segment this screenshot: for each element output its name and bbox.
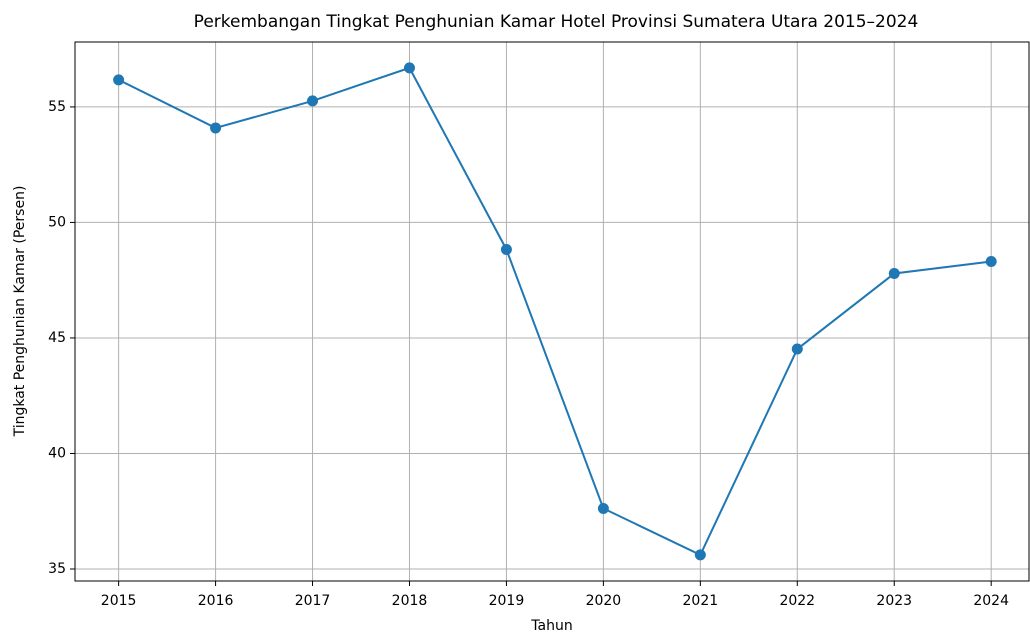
- x-tick-label: 2016: [198, 593, 234, 609]
- x-tick-label: 2017: [295, 593, 331, 609]
- point: [500, 243, 512, 255]
- chart-title: Perkembangan Tingkat Penghunian Kamar Ho…: [194, 12, 919, 32]
- x-tick-label: 2020: [586, 593, 622, 609]
- point: [791, 343, 803, 355]
- line: [118, 66, 992, 557]
- point: [113, 74, 125, 86]
- x-tick-label: 2022: [779, 593, 815, 609]
- point: [694, 549, 706, 561]
- y-tick-label: 50: [48, 214, 66, 230]
- point: [307, 95, 319, 107]
- plot-frame: [74, 41, 1030, 582]
- x-tick-label: 2015: [101, 593, 137, 609]
- point: [888, 267, 900, 279]
- y-tick-label: 45: [48, 330, 66, 346]
- x-tick-label: 2024: [973, 593, 1009, 609]
- x-tick-label: 2023: [876, 593, 912, 609]
- point: [403, 62, 415, 74]
- y-tick-label: 55: [48, 99, 66, 115]
- y-tick-label: 35: [48, 561, 66, 577]
- point: [210, 122, 222, 134]
- y-axis-label: Tingkat Penghunian Kamar (Persen): [12, 186, 28, 438]
- point: [985, 255, 997, 267]
- x-tick-label: 2019: [489, 593, 525, 609]
- point: [597, 502, 609, 514]
- x-axis-label: Tahun: [530, 618, 572, 634]
- x-tick-label: 2021: [683, 593, 719, 609]
- x-tick-label: 2018: [392, 593, 428, 609]
- y-tick-label: 40: [48, 445, 66, 461]
